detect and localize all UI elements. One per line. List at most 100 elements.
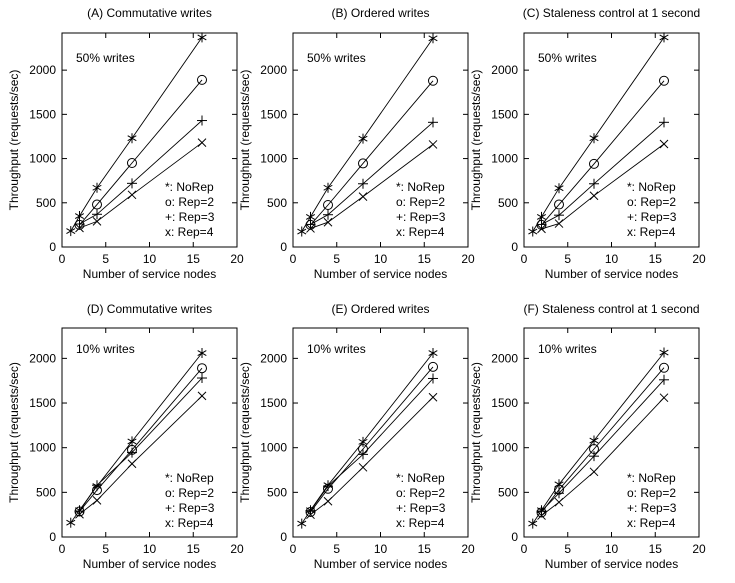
- y-tick-label: 1500: [260, 107, 287, 121]
- circle-marker: [197, 74, 207, 85]
- y-tick-label: 2000: [491, 63, 518, 77]
- y-tick-label: 1500: [491, 107, 518, 121]
- x-tick-label: 20: [692, 252, 706, 266]
- plus-marker: [127, 178, 137, 189]
- x-tick-label: 0: [59, 542, 66, 556]
- line: [323, 496, 333, 506]
- y-tick-label: 0: [49, 240, 56, 254]
- cross-marker: [323, 217, 333, 227]
- cross-marker: [92, 496, 102, 505]
- series-line-Rep=4: [541, 143, 665, 230]
- subplot-F: 0 5 10 15 20 0 500 1000 1500 2000 (F) Staleness co…: [469, 302, 706, 571]
- x-tick-label: 15: [418, 252, 432, 266]
- cross-marker: [589, 191, 599, 201]
- legend-entry: +: Rep=3: [165, 210, 215, 224]
- series-line-Rep=4: [541, 397, 665, 516]
- line: [66, 228, 76, 235]
- line: [589, 135, 599, 142]
- x-axis-label: Number of service nodes: [545, 557, 678, 571]
- line: [297, 520, 307, 527]
- series-line-Rep=2: [79, 79, 203, 226]
- y-tick-label: 1500: [29, 107, 56, 121]
- y-tick-label: 500: [267, 196, 287, 210]
- star-marker: [127, 436, 137, 447]
- legend-entry: *: NoRep: [627, 180, 676, 194]
- x-tick-label: 20: [230, 252, 244, 266]
- series-line-Rep=2: [310, 80, 434, 226]
- legend-entry: +: Rep=3: [627, 501, 677, 515]
- plot-title: (C) Staleness control at 1 second: [523, 6, 700, 20]
- plus-marker: [323, 209, 333, 220]
- line: [554, 219, 564, 228]
- star-marker: [358, 133, 368, 144]
- cross-marker: [428, 140, 438, 149]
- y-axis-label: Throughput (requests/sec): [7, 362, 21, 503]
- y-tick-label: 0: [49, 530, 56, 544]
- series-line-Rep=3: [541, 379, 665, 512]
- x-tick-label: 10: [374, 252, 388, 266]
- series-line-Rep=3: [79, 120, 203, 225]
- cross-marker: [537, 224, 546, 234]
- cross-marker: [659, 393, 669, 403]
- line: [92, 184, 102, 191]
- star-marker: [428, 348, 438, 359]
- x-tick-label: 20: [230, 542, 244, 556]
- cross-marker: [358, 192, 368, 201]
- legend-entry: *: NoRep: [396, 471, 445, 485]
- x-tick-label: 15: [187, 542, 201, 556]
- y-tick-label: 1000: [260, 441, 287, 455]
- line: [75, 223, 84, 233]
- x-tick-label: 20: [461, 252, 475, 266]
- line: [659, 349, 669, 356]
- line: [306, 510, 315, 520]
- x-tick-label: 10: [143, 252, 157, 266]
- line: [305, 214, 316, 220]
- line: [528, 520, 538, 527]
- y-tick-label: 2000: [29, 351, 56, 365]
- line: [127, 438, 137, 445]
- line: [358, 135, 368, 142]
- x-tick-label: 5: [333, 542, 340, 556]
- y-tick-label: 500: [36, 485, 56, 499]
- series-line-Rep=2: [541, 80, 665, 226]
- legend-entry: o: Rep=2: [627, 195, 676, 209]
- plus-marker: [127, 447, 137, 458]
- circle-marker: [127, 157, 137, 168]
- cross-marker: [358, 462, 368, 472]
- x-tick-label: 10: [605, 542, 619, 556]
- circle-marker: [358, 158, 368, 169]
- series-line-Rep=2: [79, 367, 203, 512]
- star-marker: [554, 183, 564, 194]
- y-tick-label: 1000: [29, 152, 56, 166]
- writes-annotation: 50% writes: [538, 51, 597, 65]
- y-axis-label: Throughput (requests/sec): [469, 70, 483, 211]
- x-tick-label: 10: [143, 542, 157, 556]
- line: [537, 511, 546, 520]
- line: [197, 138, 207, 148]
- writes-annotation: 50% writes: [76, 51, 135, 65]
- plus-marker: [589, 451, 599, 462]
- series-line-Rep=3: [79, 377, 203, 512]
- cross-marker: [554, 497, 564, 507]
- star-marker: [297, 518, 307, 529]
- y-tick-label: 0: [511, 240, 518, 254]
- plus-marker: [197, 373, 207, 384]
- x-tick-label: 0: [290, 252, 297, 266]
- y-axis-label: Throughput (requests/sec): [238, 362, 252, 503]
- star-marker: [659, 347, 669, 358]
- line: [297, 228, 307, 235]
- plus-marker: [536, 219, 547, 230]
- x-axis-label: Number of service nodes: [314, 557, 447, 571]
- legend-entry: x: Rep=4: [165, 225, 214, 239]
- legend-entry: +: Rep=3: [627, 210, 677, 224]
- x-axis-label: Number of service nodes: [545, 267, 678, 281]
- line: [554, 185, 564, 192]
- x-tick-label: 0: [521, 542, 528, 556]
- line: [127, 190, 137, 200]
- cross-marker: [197, 138, 207, 148]
- plus-marker: [92, 480, 102, 491]
- cross-marker: [75, 509, 84, 519]
- star-marker: [589, 435, 599, 446]
- plus-marker: [659, 374, 669, 385]
- plot-title: (A) Commutative writes: [87, 6, 212, 20]
